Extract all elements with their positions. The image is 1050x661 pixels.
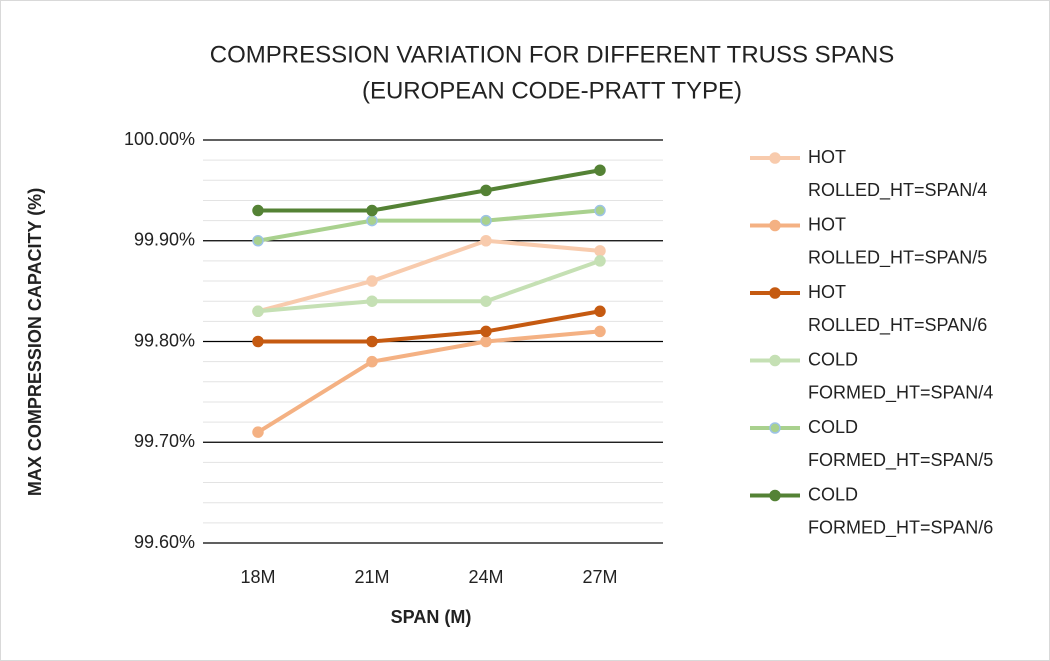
legend-marker xyxy=(769,219,781,232)
legend-marker xyxy=(769,287,781,299)
x-tick-label: 24M xyxy=(468,567,503,587)
legend-label: HOT ROLLED_HT=SPAN/6 xyxy=(808,282,987,336)
x-axis-label: SPAN (M) xyxy=(391,607,472,627)
series-line xyxy=(258,309,601,344)
legend-marker xyxy=(769,489,781,502)
series-line xyxy=(257,259,601,314)
chart-subtitle: (EUROPEAN CODE-PRATT TYPE) xyxy=(362,77,742,104)
data-point xyxy=(366,204,378,217)
series-line xyxy=(256,329,601,434)
data-point xyxy=(252,426,264,438)
data-point xyxy=(594,204,606,217)
data-point xyxy=(480,325,492,338)
data-point xyxy=(366,335,378,348)
data-point xyxy=(594,325,606,338)
legend-label: HOT ROLLED_HT=SPAN/4 xyxy=(808,147,987,201)
data-point xyxy=(480,184,492,197)
data-point xyxy=(480,235,492,247)
data-point xyxy=(366,295,378,307)
legend-label: COLD FORMED_HT=SPAN/4 xyxy=(808,349,993,403)
legend-label: COLD FORMED_HT=SPAN/5 xyxy=(808,417,993,471)
y-tick-label: 99.60% xyxy=(134,532,195,552)
y-axis-label: MAX COMPRESSION CAPACITY (%) xyxy=(25,188,45,496)
legend-marker xyxy=(769,152,781,164)
y-tick-label: 100.00% xyxy=(124,129,195,149)
x-tick-label: 27M xyxy=(582,567,617,587)
data-point xyxy=(252,204,264,217)
series-line xyxy=(257,208,601,243)
series-line xyxy=(258,168,601,213)
data-point xyxy=(252,335,264,348)
x-tick-label: 18M xyxy=(240,567,275,587)
legend-marker xyxy=(769,422,781,434)
series-line xyxy=(257,238,601,314)
data-point xyxy=(252,305,264,318)
legend-label: HOT ROLLED_HT=SPAN/5 xyxy=(808,214,987,268)
chart-title: COMPRESSION VARIATION FOR DIFFERENT TRUS… xyxy=(210,41,895,68)
y-tick-label: 99.90% xyxy=(134,230,195,250)
data-point xyxy=(366,275,378,287)
data-point xyxy=(480,214,492,227)
data-point xyxy=(594,305,606,318)
data-point xyxy=(366,214,378,227)
data-point xyxy=(594,245,606,257)
data-point xyxy=(480,335,492,348)
legend-marker xyxy=(769,354,781,367)
data-point xyxy=(252,235,264,247)
y-tick-label: 99.80% xyxy=(134,330,195,350)
legend-label: COLD FORMED_HT=SPAN/6 xyxy=(808,484,993,538)
data-point xyxy=(594,255,606,267)
x-tick-label: 21M xyxy=(354,567,389,587)
data-point xyxy=(480,295,492,307)
data-point xyxy=(594,164,606,176)
y-tick-label: 99.70% xyxy=(134,431,195,451)
data-point xyxy=(366,355,378,368)
